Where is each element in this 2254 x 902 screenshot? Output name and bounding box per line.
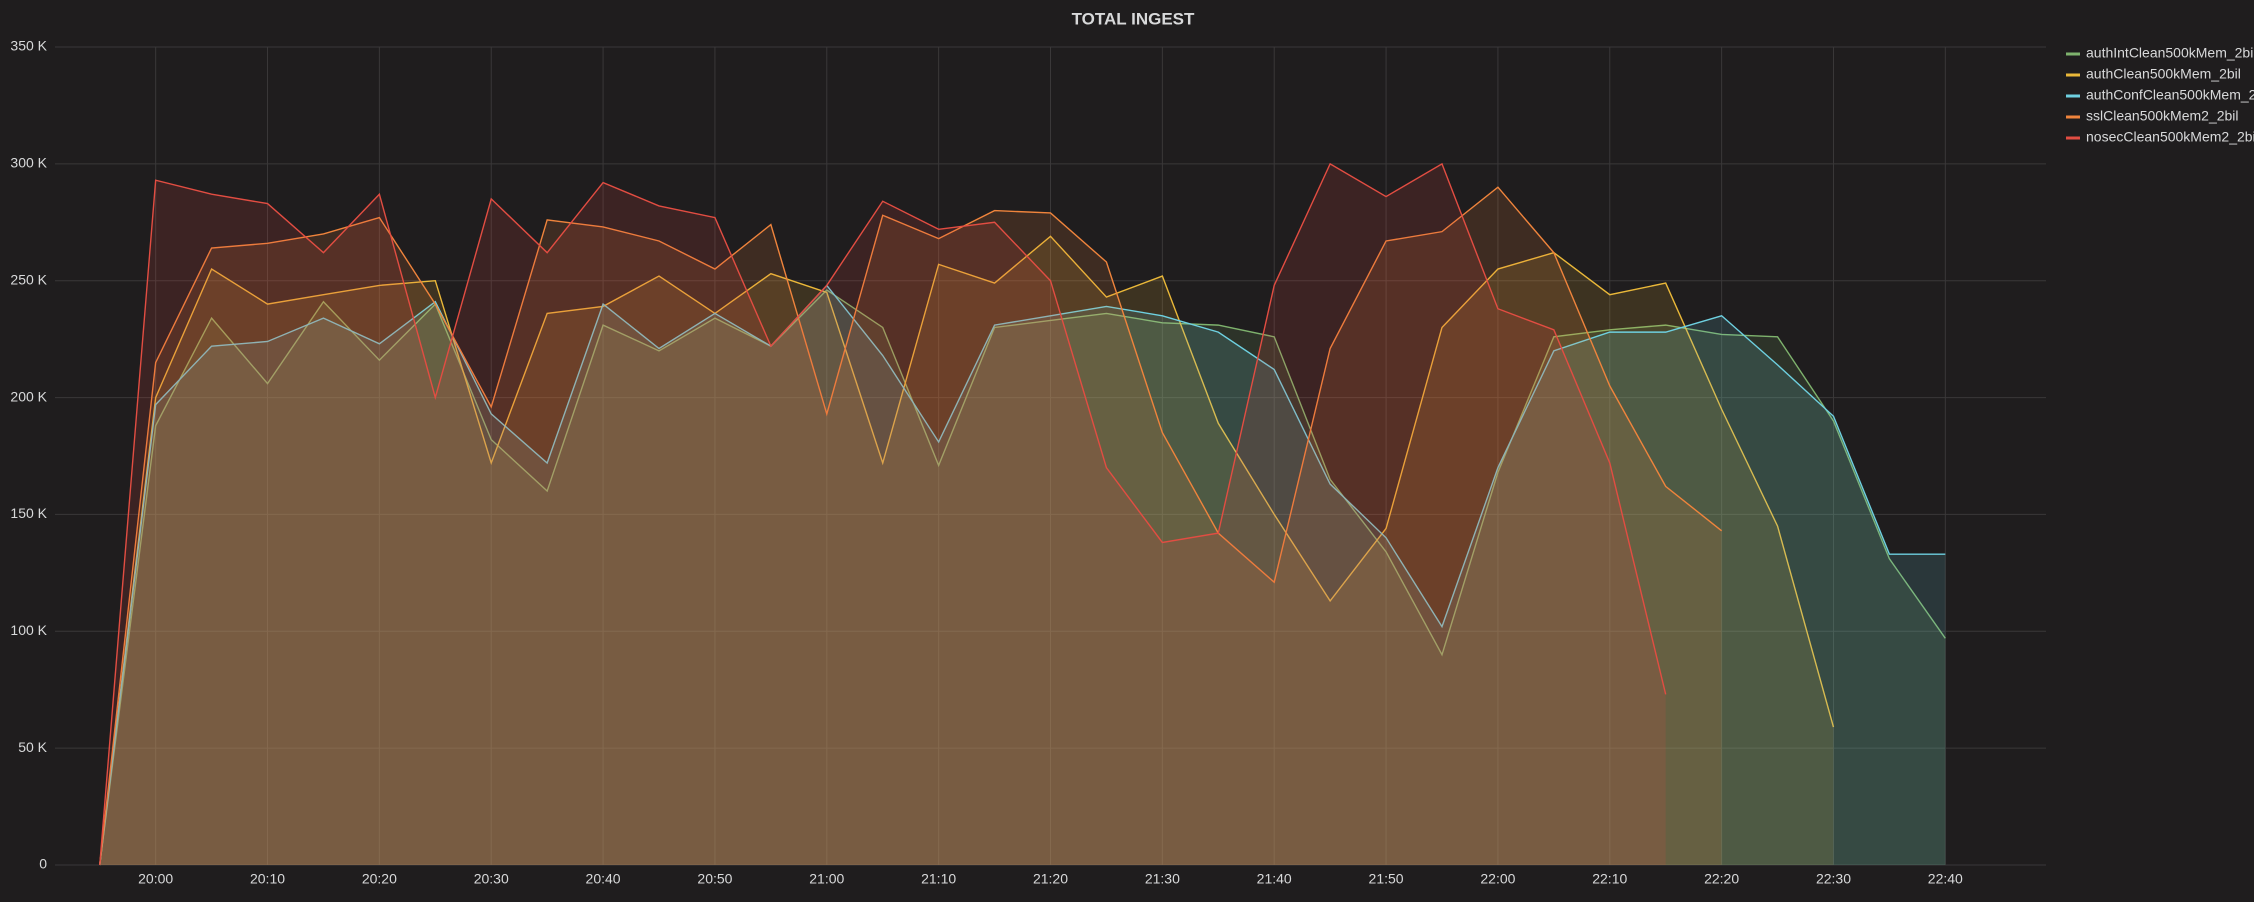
x-tick-label: 20:00: [138, 871, 173, 887]
x-tick-label: 21:50: [1369, 871, 1404, 887]
x-tick-label: 20:20: [362, 871, 397, 887]
series-line: [99, 235, 1835, 866]
legend-label[interactable]: authClean500kMem_2bil: [2086, 66, 2241, 82]
y-tick-label: 50 K: [18, 739, 47, 755]
x-tick-label: 20:50: [697, 871, 732, 887]
y-tick-label: 200 K: [10, 388, 47, 404]
x-tick-label: 22:00: [1480, 871, 1515, 887]
y-tick-label: 350 K: [10, 38, 47, 54]
x-tick-label: 21:00: [809, 871, 844, 887]
x-tick-label: 21:20: [1033, 871, 1068, 887]
area-fill: [99, 236, 1834, 865]
area-fill: [99, 285, 1946, 866]
legend-label[interactable]: sslClean500kMem2_2bil: [2086, 108, 2239, 124]
legend-label[interactable]: authIntClean500kMem_2bil: [2086, 45, 2254, 61]
area-fill: [99, 187, 1722, 865]
legend-label[interactable]: authConfClean500kMem_2bil: [2086, 87, 2254, 103]
series-line: [99, 186, 1723, 866]
y-tick-label: 150 K: [10, 505, 47, 521]
chart-title: TOTAL INGEST: [1072, 9, 1195, 28]
y-tick-label: 300 K: [10, 155, 47, 171]
x-tick-label: 22:20: [1704, 871, 1739, 887]
y-tick-label: 100 K: [10, 622, 47, 638]
x-tick-label: 22:10: [1592, 871, 1627, 887]
y-tick-label: 0: [39, 856, 47, 872]
series-line: [99, 284, 1946, 866]
x-tick-label: 22:40: [1928, 871, 1963, 887]
area-fill: [99, 163, 1666, 865]
series-line: [99, 289, 1946, 866]
x-tick-label: 20:30: [474, 871, 509, 887]
x-tick-label: 21:10: [921, 871, 956, 887]
area-fill: [99, 290, 1946, 865]
series-line: [99, 162, 1667, 866]
x-tick-label: 21:40: [1257, 871, 1292, 887]
y-tick-label: 250 K: [10, 271, 47, 287]
x-tick-label: 22:30: [1816, 871, 1851, 887]
legend-label[interactable]: nosecClean500kMem2_2bil: [2086, 129, 2254, 145]
x-tick-label: 20:40: [586, 871, 621, 887]
x-tick-label: 20:10: [250, 871, 285, 887]
x-tick-label: 21:30: [1145, 871, 1180, 887]
